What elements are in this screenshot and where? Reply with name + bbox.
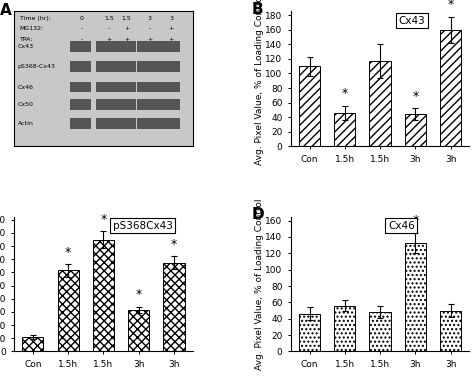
Bar (70, 41, 91, 52)
Y-axis label: Avg. Pixel Value, % of Loading Control: Avg. Pixel Value, % of Loading Control (255, 0, 264, 165)
Bar (128, 310, 149, 351)
Bar (70, 99, 91, 110)
Bar (159, 41, 180, 52)
Bar (96, 62, 118, 72)
Text: MG132:: MG132: (19, 26, 44, 31)
Text: Cx50: Cx50 (18, 102, 34, 107)
Bar (96, 99, 118, 110)
Text: Time (hr):: Time (hr): (19, 16, 50, 21)
Text: pS368-Cx43: pS368-Cx43 (18, 64, 56, 69)
Text: Cx46: Cx46 (18, 84, 34, 89)
Text: -: - (81, 26, 83, 31)
Text: +: + (169, 37, 174, 42)
Bar (369, 61, 391, 146)
Text: +: + (124, 37, 129, 42)
Bar (137, 62, 159, 72)
Text: TPA:: TPA: (19, 37, 33, 42)
Text: Cx46: Cx46 (388, 220, 415, 231)
Bar (96, 41, 118, 52)
Bar (114, 82, 136, 92)
Text: -: - (108, 26, 110, 31)
Bar (299, 314, 320, 351)
Text: 1.5: 1.5 (122, 16, 131, 21)
Bar (440, 30, 461, 146)
Text: *: * (447, 0, 454, 11)
Text: *: * (100, 213, 107, 226)
Text: Cx43: Cx43 (399, 16, 426, 26)
Bar (70, 118, 91, 129)
Bar (114, 41, 136, 52)
Bar (58, 270, 79, 351)
Bar (114, 99, 136, 110)
Bar (159, 62, 180, 72)
Text: 0: 0 (80, 16, 84, 21)
Bar (369, 312, 391, 351)
Bar (334, 306, 356, 351)
Bar (137, 118, 159, 129)
Text: +: + (169, 26, 174, 31)
Text: pS368Cx43: pS368Cx43 (113, 220, 173, 231)
Bar (96, 82, 118, 92)
Bar (114, 62, 136, 72)
Text: *: * (65, 246, 71, 259)
Bar (299, 66, 320, 146)
Bar (137, 41, 159, 52)
Text: -: - (81, 37, 83, 42)
Text: 1.5: 1.5 (104, 16, 114, 21)
Text: A: A (0, 3, 12, 18)
Text: Actin: Actin (18, 121, 34, 126)
Bar (159, 99, 180, 110)
Text: B: B (252, 2, 263, 17)
Text: +: + (124, 26, 129, 31)
Bar (114, 118, 136, 129)
Bar (96, 118, 118, 129)
Text: -: - (149, 26, 151, 31)
Bar (137, 99, 159, 110)
Text: D: D (252, 207, 264, 222)
Bar (405, 243, 426, 351)
Text: *: * (342, 87, 348, 100)
Bar (440, 311, 461, 351)
Text: *: * (412, 214, 419, 228)
Bar (334, 113, 356, 146)
Text: *: * (412, 90, 419, 103)
Bar (70, 82, 91, 92)
Text: 3: 3 (169, 16, 173, 21)
Text: +: + (106, 37, 111, 42)
Text: Cx43: Cx43 (18, 44, 34, 49)
Text: +: + (147, 37, 153, 42)
Text: 3: 3 (148, 16, 152, 21)
Bar (93, 240, 114, 351)
Bar (22, 337, 44, 351)
Bar (405, 114, 426, 146)
Bar (159, 118, 180, 129)
Text: *: * (136, 288, 142, 301)
Bar (137, 82, 159, 92)
Y-axis label: Avg. Pixel Value, % of Loading Control: Avg. Pixel Value, % of Loading Control (255, 198, 264, 370)
Text: *: * (171, 238, 177, 251)
Bar (164, 262, 184, 351)
Bar (159, 82, 180, 92)
Bar (70, 62, 91, 72)
